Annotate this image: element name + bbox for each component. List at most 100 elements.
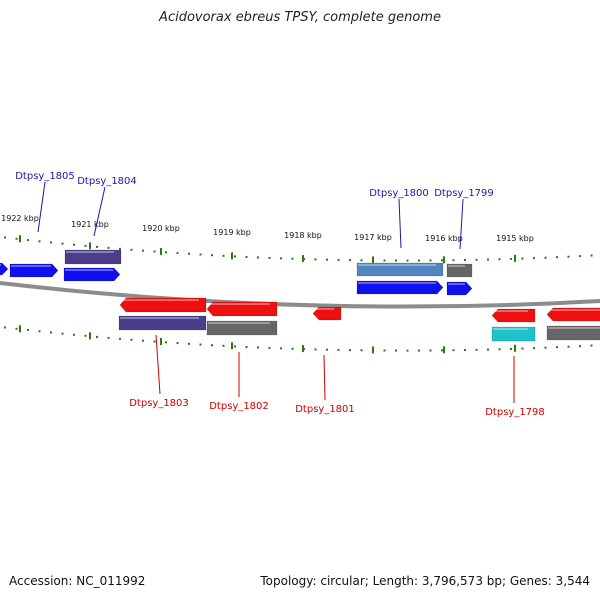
- scale-dot: [418, 259, 420, 262]
- scale-dot: [188, 252, 190, 255]
- scale-dot: [487, 258, 489, 261]
- cog-bar-dtpsy-1799[interactable]: [446, 263, 473, 278]
- scale-dot: [130, 338, 133, 341]
- scale-dot: [291, 347, 294, 350]
- scale-dot: [280, 347, 282, 350]
- scale-dot: [199, 253, 202, 256]
- scale-ticks: 1922 kbp 1921 kbp 1920 kbp 1919 kbp 1918 kbp…: [1, 214, 534, 354]
- gene-highlight: [448, 265, 465, 267]
- gene-arrow-dtpsy-1805[interactable]: [9, 263, 59, 278]
- label-leader-lines: [37, 181, 515, 403]
- scale-dot: [556, 256, 558, 259]
- scale-dot: [38, 330, 41, 333]
- scale-dot: [383, 349, 386, 352]
- gene-label-dtpsy-1804[interactable]: Dtpsy_1804: [77, 176, 137, 187]
- scale-dot: [544, 346, 547, 349]
- gene-label-dtpsy-1802[interactable]: Dtpsy_1802: [209, 401, 269, 412]
- scale-dot: [475, 258, 478, 261]
- scale-dot: [441, 259, 443, 262]
- scale-dot: [61, 242, 64, 245]
- scale-dot: [498, 348, 501, 351]
- scale-dot: [107, 246, 110, 249]
- scale-dot: [38, 240, 41, 243]
- gene-highlight: [358, 282, 436, 284]
- scale-dot: [326, 258, 328, 261]
- scale-tick-label: 1916 kbp: [425, 234, 463, 243]
- cog-bar-dtpsy-1800[interactable]: [356, 262, 444, 277]
- scale-tick-label: 1917 kbp: [354, 233, 392, 242]
- scale-tick-upper: [443, 256, 445, 264]
- gene-arrow-dtpsy-1804[interactable]: [63, 267, 121, 282]
- gene-arrow-dtpsy-1801[interactable]: [312, 306, 342, 321]
- cog-bar-dtpsy-1798[interactable]: [491, 326, 536, 342]
- scale-dot: [291, 257, 294, 260]
- gene-arrow-forward[interactable]: [0, 262, 9, 276]
- scale-tick-label: 1921 kbp: [71, 220, 109, 229]
- scale-dot: [579, 345, 581, 348]
- scale-dot: [245, 255, 248, 258]
- scale-dot: [130, 248, 133, 251]
- scale-dot: [15, 237, 18, 240]
- cog-bar-dtpsy-1804[interactable]: [64, 249, 122, 265]
- genome-backbone: [0, 281, 600, 309]
- scale-dot: [326, 348, 328, 351]
- scale-dot: [360, 349, 363, 352]
- scale-dot: [510, 257, 512, 260]
- gene-label-dtpsy-1803[interactable]: Dtpsy_1803: [129, 398, 189, 409]
- gene-arrow-dtpsy-1800[interactable]: [356, 280, 444, 295]
- gene-label-dtpsy-1798[interactable]: Dtpsy_1798: [485, 407, 545, 418]
- gene-highlight: [493, 310, 528, 312]
- scale-dot: [27, 329, 29, 332]
- gene-label-dtpsy-1805[interactable]: Dtpsy_1805: [15, 171, 75, 182]
- gene-arrow-dtpsy-1803[interactable]: [119, 297, 207, 313]
- scale-dot: [119, 247, 121, 250]
- scale-dot: [314, 348, 317, 351]
- scale-tick-upper: [19, 235, 21, 243]
- scale-dot: [452, 349, 455, 352]
- scale-dot: [429, 259, 432, 262]
- gene-highlight: [120, 317, 199, 319]
- gene-highlight: [358, 264, 436, 266]
- scale-dot: [337, 348, 340, 351]
- gene-arrow-reverse[interactable]: [546, 307, 600, 322]
- gene-label-dtpsy-1799[interactable]: Dtpsy_1799: [434, 188, 494, 199]
- scale-dot: [567, 345, 570, 348]
- scale-dot: [234, 255, 236, 258]
- gene-label-dtpsy-1801[interactable]: Dtpsy_1801: [295, 404, 355, 415]
- scale-dot: [464, 259, 466, 262]
- scale-dot: [590, 254, 593, 257]
- cog-bar-reverse[interactable]: [546, 325, 600, 341]
- scale-dot: [487, 348, 489, 351]
- scale-dot: [96, 335, 98, 338]
- scale-dot: [142, 339, 144, 342]
- gene-label-dtpsy-1800[interactable]: Dtpsy_1800: [369, 188, 429, 199]
- scale-dot: [544, 256, 547, 259]
- scale-tick-label: 1920 kbp: [142, 224, 180, 233]
- leader-line: [37, 181, 46, 233]
- scale-tick-upper: [231, 252, 233, 260]
- scale-dot: [257, 346, 259, 349]
- scale-dot: [27, 239, 29, 242]
- scale-tick-lower: [372, 346, 374, 354]
- scale-dot: [429, 349, 432, 352]
- scale-dot: [268, 256, 271, 259]
- cog-bar-dtpsy-1803[interactable]: [118, 315, 207, 331]
- scale-dot: [4, 326, 6, 329]
- gene-highlight: [208, 322, 270, 324]
- scale-dot: [73, 333, 75, 336]
- scale-dot: [475, 348, 478, 351]
- gene-highlight: [448, 283, 465, 285]
- scale-dot: [383, 259, 386, 262]
- gene-arrow-dtpsy-1799[interactable]: [446, 281, 473, 296]
- scale-dot: [61, 332, 64, 335]
- gene-highlight: [548, 309, 600, 311]
- scale-dot: [107, 336, 110, 339]
- gene-arrow-dtpsy-1802[interactable]: [206, 301, 278, 317]
- gene-highlight: [314, 308, 334, 310]
- scale-tick-label: 1922 kbp: [1, 214, 39, 223]
- scale-dot: [199, 343, 202, 346]
- gene-arrow-dtpsy-1798[interactable]: [491, 308, 536, 323]
- cog-bar-dtpsy-1802[interactable]: [206, 320, 278, 336]
- scale-dot: [590, 344, 593, 347]
